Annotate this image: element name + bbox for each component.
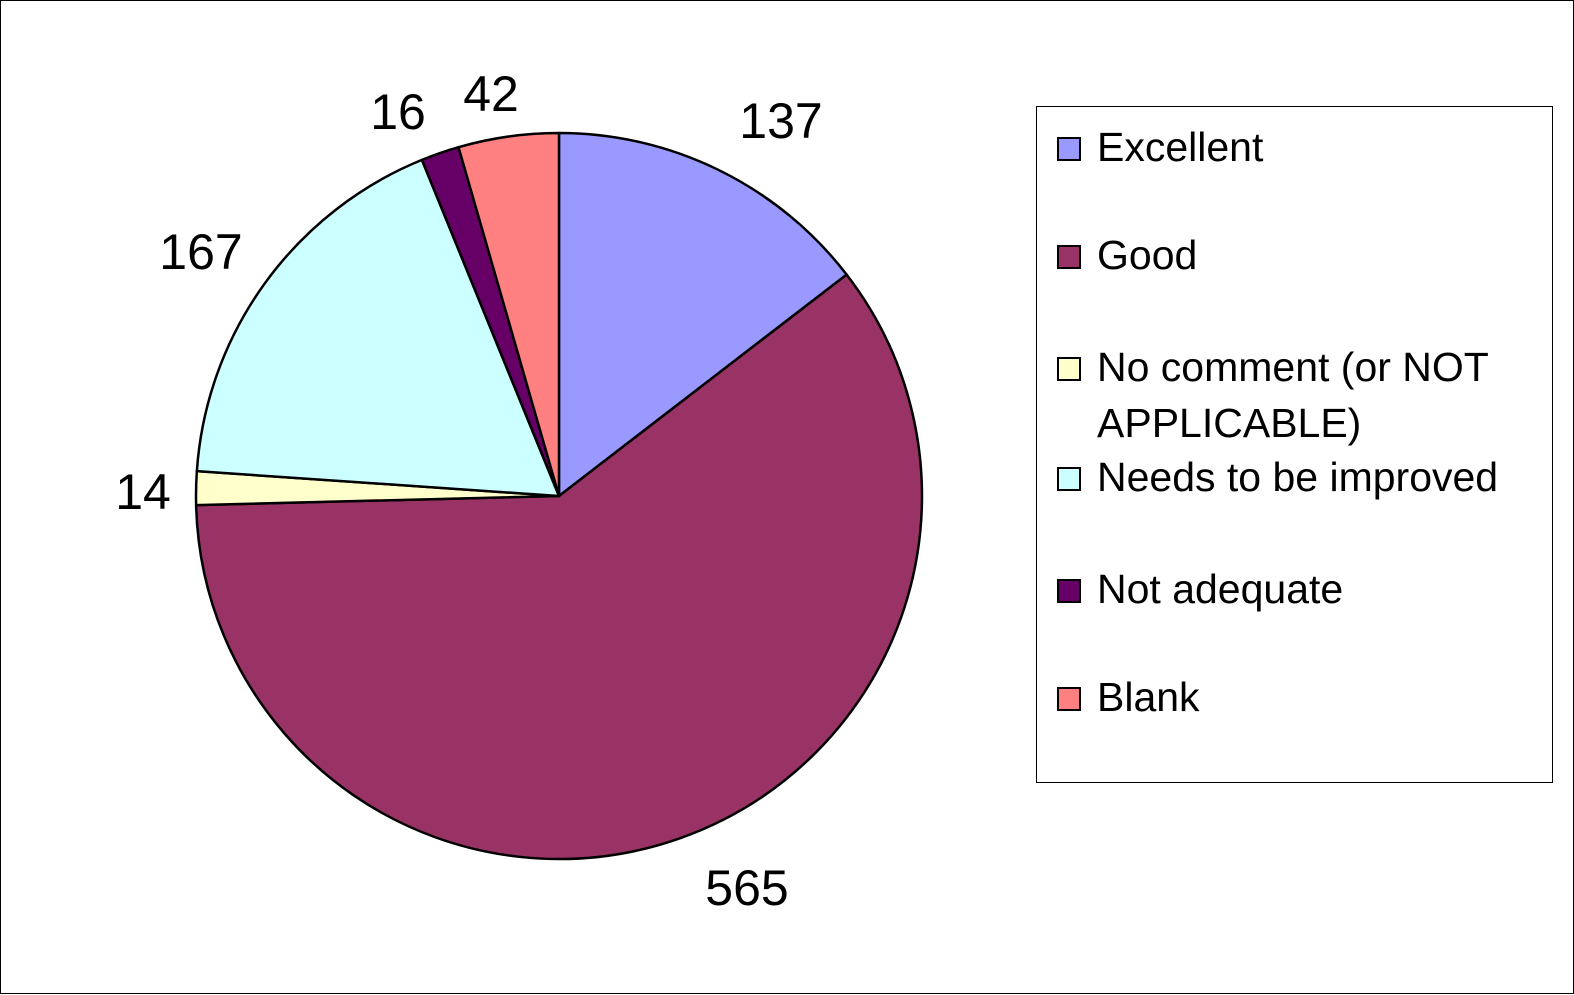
legend-item-good: Good [1057,227,1548,283]
data-label-blank: 42 [463,66,519,122]
data-label-good: 565 [705,860,788,916]
legend-label-needs-improvement: Needs to be improved [1097,454,1499,500]
legend-item-no-comment: No comment (or NOT APPLICABLE) [1057,339,1548,451]
pie-slice-excellent [557,131,848,498]
legend-swatch-excellent [1057,137,1081,161]
legend-swatch-needs-improvement [1057,467,1081,491]
legend-item-blank: Blank [1057,669,1548,725]
legend-swatch-not-adequate [1057,579,1081,603]
legend-swatch-blank [1057,687,1081,711]
legend-label-blank: Blank [1097,674,1200,720]
pie-slice-blank [457,131,561,498]
legend-item-excellent: Excellent [1057,119,1548,175]
data-label-no-comment: 14 [115,464,171,520]
legend: Excellent Good No comment (or NOT APPLIC… [1036,106,1553,783]
data-label-needs-improvement: 167 [159,224,242,280]
legend-label-excellent: Excellent [1097,124,1264,170]
legend-label-no-comment: No comment (or NOT APPLICABLE) [1097,344,1489,446]
legend-label-good: Good [1097,232,1198,278]
legend-swatch-good [1057,245,1081,269]
legend-item-needs-improvement: Needs to be improved [1057,449,1548,505]
data-label-excellent: 137 [739,93,822,149]
legend-swatch-no-comment [1057,357,1081,381]
pie-slice-needs-improvement [195,158,561,498]
legend-label-not-adequate: Not adequate [1097,566,1344,612]
pie-slice-good [194,273,924,861]
data-label-not-adequate: 16 [370,84,426,140]
legend-item-not-adequate: Not adequate [1057,561,1548,617]
